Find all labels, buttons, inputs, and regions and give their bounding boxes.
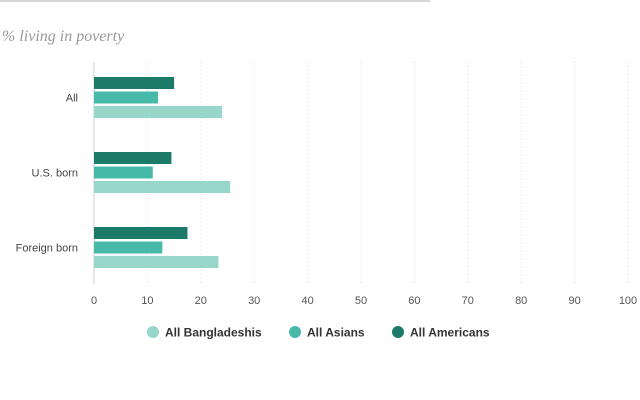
bar [94, 241, 163, 254]
legend-swatch [147, 326, 159, 338]
legend-entry: All Asians [307, 326, 365, 340]
x-tick-label: 100 [619, 295, 637, 307]
x-tick-label: 10 [141, 295, 153, 307]
legend-swatch [392, 326, 404, 338]
chart-subtitle: % living in poverty [2, 28, 125, 45]
legend-entry: All Americans [410, 326, 490, 340]
bar [94, 91, 159, 104]
bar [94, 106, 223, 118]
x-tick-label: 70 [462, 295, 474, 307]
bar [94, 166, 153, 179]
x-tick-label: 20 [195, 295, 207, 307]
x-tick-label: 30 [248, 295, 260, 307]
category-label: U.S. born [32, 168, 78, 180]
bar [94, 227, 188, 239]
x-tick-label: 0 [91, 295, 97, 307]
bar [94, 152, 172, 164]
legend-swatch [289, 326, 301, 338]
x-tick-labels: 0 10 20 30 40 50 60 70 80 90 100 [91, 295, 637, 307]
x-tick-label: 40 [301, 295, 313, 307]
top-rule [0, 0, 430, 2]
legend: All Bangladeshis All Asians All Americans [147, 326, 490, 340]
x-tick-label: 90 [568, 295, 580, 307]
bars [94, 77, 231, 268]
category-label: All [66, 93, 78, 105]
category-label: Foreign born [16, 243, 78, 255]
x-tick-label: 50 [355, 295, 367, 307]
bar [94, 256, 219, 268]
bar [94, 77, 175, 89]
x-tick-label: 80 [515, 295, 527, 307]
x-tick-label: 60 [408, 295, 420, 307]
grid-lines [93, 62, 629, 284]
bar [94, 181, 231, 193]
legend-entry: All Bangladeshis [165, 326, 262, 340]
category-labels: All U.S. born Foreign born [16, 93, 78, 255]
